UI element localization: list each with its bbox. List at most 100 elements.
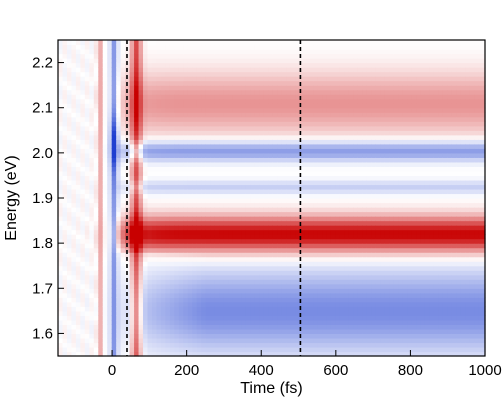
heatmap-cell bbox=[313, 116, 319, 122]
heatmap-cell bbox=[281, 333, 287, 339]
heatmap-cell bbox=[178, 134, 184, 140]
heatmap-cell bbox=[214, 188, 220, 195]
heatmap-cell bbox=[84, 292, 90, 298]
heatmap-cell bbox=[308, 107, 314, 113]
heatmap-cell bbox=[102, 161, 108, 167]
heatmap-cell bbox=[362, 71, 368, 77]
heatmap-cell bbox=[237, 256, 243, 262]
heatmap-cell bbox=[151, 265, 158, 271]
heatmap-cell bbox=[304, 94, 310, 100]
heatmap-cell bbox=[178, 306, 184, 312]
heatmap-cell bbox=[344, 265, 350, 271]
heatmap-cell bbox=[344, 67, 350, 73]
heatmap-cell bbox=[330, 328, 337, 335]
heatmap-cell bbox=[66, 130, 73, 136]
heatmap-cell bbox=[313, 211, 319, 217]
heatmap-cell bbox=[326, 161, 332, 167]
heatmap-cell bbox=[304, 198, 310, 204]
heatmap-cell bbox=[241, 229, 247, 235]
heatmap-cell bbox=[138, 157, 144, 163]
heatmap-cell bbox=[107, 67, 113, 73]
heatmap-cell bbox=[339, 279, 346, 285]
heatmap-cell bbox=[102, 107, 108, 113]
heatmap-cell bbox=[223, 121, 229, 127]
heatmap-cell bbox=[353, 121, 359, 127]
heatmap-cell bbox=[214, 315, 220, 321]
heatmap-cell bbox=[317, 49, 323, 55]
heatmap-cell bbox=[84, 184, 90, 190]
heatmap-cell bbox=[371, 125, 377, 131]
heatmap-cell bbox=[241, 270, 247, 276]
heatmap-cell bbox=[66, 71, 73, 77]
heatmap-cell bbox=[290, 107, 296, 113]
heatmap-cell bbox=[192, 328, 198, 335]
heatmap-cell bbox=[371, 306, 377, 312]
heatmap-cell bbox=[223, 62, 229, 68]
heatmap-cell bbox=[277, 270, 283, 276]
heatmap-cell bbox=[138, 234, 144, 240]
heatmap-cell bbox=[241, 243, 247, 249]
heatmap-cell bbox=[111, 315, 117, 321]
heatmap-cell bbox=[237, 134, 243, 140]
heatmap-cell bbox=[125, 202, 131, 208]
heatmap-cell bbox=[147, 283, 153, 289]
heatmap-cell bbox=[254, 76, 260, 82]
heatmap-cell bbox=[71, 274, 77, 280]
heatmap-cell bbox=[98, 229, 104, 235]
heatmap-cell bbox=[98, 98, 104, 104]
heatmap-cell bbox=[107, 134, 113, 140]
heatmap-cell bbox=[223, 234, 229, 240]
heatmap-cell bbox=[160, 328, 167, 335]
heatmap-cell bbox=[241, 324, 247, 330]
heatmap-cell bbox=[268, 148, 274, 154]
heatmap-cell bbox=[192, 49, 198, 55]
heatmap-cell bbox=[210, 297, 216, 303]
heatmap-cell bbox=[344, 270, 350, 276]
heatmap-cell bbox=[223, 306, 229, 312]
heatmap-cell bbox=[304, 40, 310, 46]
heatmap-cell bbox=[129, 292, 135, 298]
heatmap-cell bbox=[357, 170, 363, 177]
heatmap-cell bbox=[205, 157, 211, 163]
heatmap-cell bbox=[210, 288, 216, 294]
heatmap-cell bbox=[223, 53, 229, 59]
heatmap-cell bbox=[75, 346, 81, 353]
heatmap-cell bbox=[295, 103, 301, 109]
heatmap-cell bbox=[62, 53, 68, 59]
heatmap-cell bbox=[89, 112, 95, 118]
heatmap-cell bbox=[237, 220, 243, 226]
heatmap-cell bbox=[89, 130, 95, 136]
heatmap-cell bbox=[237, 351, 243, 357]
heatmap-cell bbox=[196, 319, 202, 325]
heatmap-cell bbox=[357, 256, 363, 262]
heatmap-cell bbox=[147, 216, 153, 222]
heatmap-cell bbox=[93, 319, 99, 325]
heatmap-cell bbox=[317, 53, 323, 59]
heatmap-cell bbox=[277, 85, 283, 91]
heatmap-cell bbox=[339, 333, 346, 339]
heatmap-cell bbox=[84, 342, 90, 348]
heatmap-cell bbox=[174, 310, 180, 316]
heatmap-cell bbox=[129, 315, 135, 321]
heatmap-cell bbox=[98, 94, 104, 100]
heatmap-cell bbox=[75, 85, 81, 91]
heatmap-cell bbox=[353, 53, 359, 59]
heatmap-cell bbox=[134, 234, 140, 240]
heatmap-cell bbox=[259, 121, 265, 127]
heatmap-cell bbox=[183, 319, 189, 325]
heatmap-cell bbox=[219, 346, 225, 353]
heatmap-cell bbox=[223, 247, 229, 253]
heatmap-cell bbox=[156, 166, 162, 172]
heatmap-cell bbox=[268, 62, 274, 68]
heatmap-cell bbox=[84, 256, 90, 262]
heatmap-cell bbox=[80, 198, 86, 204]
heatmap-cell bbox=[169, 274, 175, 280]
heatmap-cell bbox=[250, 103, 256, 109]
heatmap-cell bbox=[116, 351, 122, 357]
heatmap-cell bbox=[281, 247, 287, 253]
heatmap-cell bbox=[250, 324, 256, 330]
heatmap-cell bbox=[71, 134, 77, 140]
heatmap-cell bbox=[205, 89, 211, 95]
heatmap-cell bbox=[245, 283, 252, 289]
heatmap-cell bbox=[281, 134, 287, 140]
